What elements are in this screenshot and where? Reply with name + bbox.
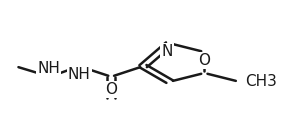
Text: O: O <box>105 82 117 97</box>
Text: N: N <box>161 44 173 60</box>
Text: CH3: CH3 <box>246 74 277 89</box>
Text: NH: NH <box>68 67 91 82</box>
Text: O: O <box>198 53 210 68</box>
Text: NH: NH <box>37 61 60 76</box>
